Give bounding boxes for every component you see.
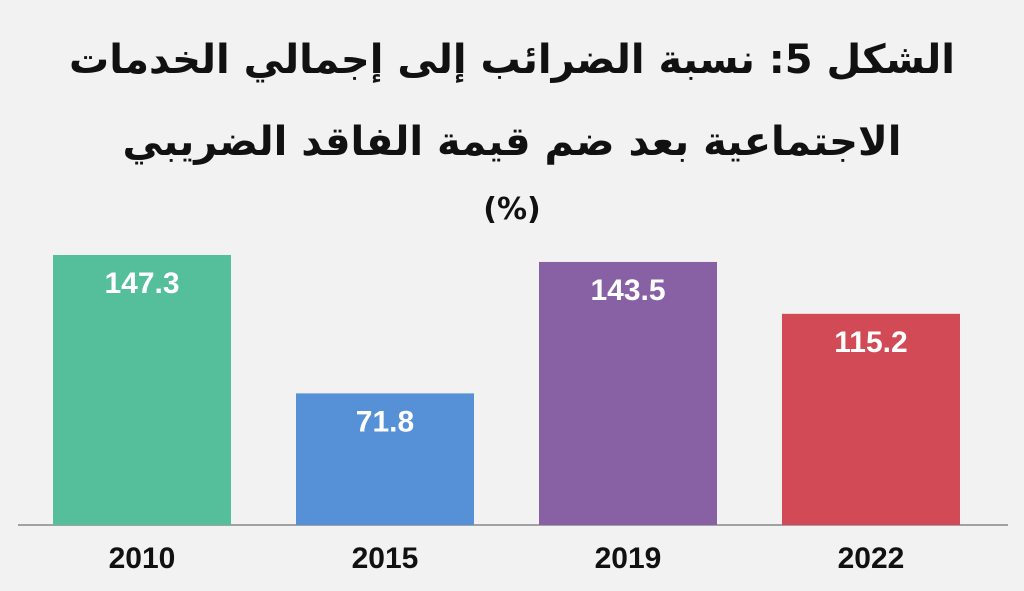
chart-unit-label: (%) <box>483 192 541 227</box>
x-tick-label-2010: 2010 <box>109 542 176 575</box>
x-tick-label-2022: 2022 <box>838 542 905 575</box>
data-label-2015: 71.8 <box>356 405 414 438</box>
data-label-2022: 115.2 <box>834 326 907 359</box>
chart-title-line-2: الاجتماعية بعد ضم قيمة الفاقد الضريبي <box>122 119 902 165</box>
x-tick-label-2015: 2015 <box>352 542 419 575</box>
data-label-2019: 143.5 <box>590 274 665 307</box>
bar-2010 <box>53 255 231 525</box>
chart-title-line-1: الشكل 5: نسبة الضرائب إلى إجمالي الخدمات <box>69 37 955 83</box>
bar-2022 <box>782 313 960 525</box>
x-tick-label-2019: 2019 <box>595 542 662 575</box>
data-label-2010: 147.3 <box>104 267 179 300</box>
bar-2019 <box>539 261 717 525</box>
bar-2015 <box>296 393 474 525</box>
